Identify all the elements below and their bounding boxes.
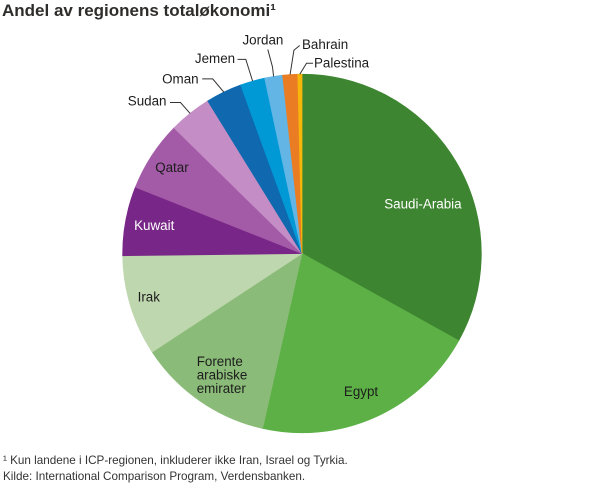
- svg-text:Saudi-Arabia: Saudi-Arabia: [384, 197, 462, 212]
- svg-text:Jordan: Jordan: [242, 33, 283, 48]
- svg-text:arabiske: arabiske: [197, 367, 248, 382]
- svg-text:Oman: Oman: [162, 72, 198, 87]
- svg-text:emirater: emirater: [197, 381, 247, 396]
- svg-text:Irak: Irak: [138, 290, 161, 305]
- svg-text:Bahrain: Bahrain: [302, 37, 348, 52]
- svg-text:Qatar: Qatar: [155, 160, 189, 175]
- svg-text:Kuwait: Kuwait: [134, 218, 174, 233]
- svg-text:Forente: Forente: [197, 354, 243, 369]
- svg-text:Egypt: Egypt: [344, 384, 379, 399]
- svg-text:Jemen: Jemen: [195, 51, 235, 66]
- svg-text:Palestina: Palestina: [314, 56, 370, 71]
- svg-text:Sudan: Sudan: [128, 94, 167, 109]
